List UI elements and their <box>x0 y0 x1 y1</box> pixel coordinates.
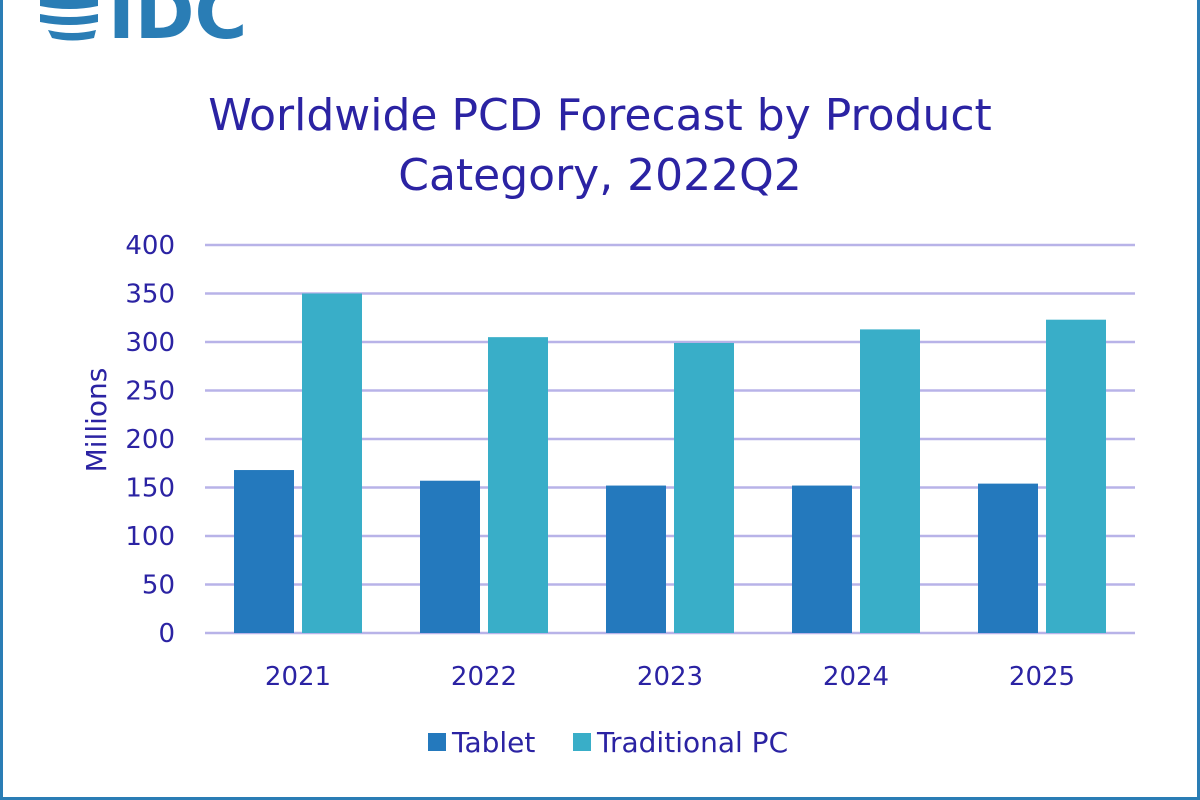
y-tick-label: 100 <box>125 522 175 552</box>
legend: Tablet Traditional PC <box>428 726 788 759</box>
chart-title-line-1: Worldwide PCD Forecast by Product <box>208 90 992 141</box>
legend-swatch-tablet <box>428 733 446 751</box>
x-tick-label: 2025 <box>1009 662 1075 692</box>
x-tick-label: 2024 <box>823 662 889 692</box>
legend-swatch-traditional-pc <box>573 733 591 751</box>
bar-tablet-2025 <box>978 483 1038 633</box>
y-tick-label: 0 <box>158 619 175 649</box>
chart-title: Worldwide PCD Forecast by Product Catego… <box>208 90 992 201</box>
y-axis-ticks: 0 50 100 150 200 250 300 350 400 <box>125 231 175 649</box>
bar-traditional-pc-2021 <box>302 293 362 633</box>
bar-tablet-2024 <box>792 485 852 633</box>
logo-stripes-icon <box>40 0 98 41</box>
y-tick-label: 200 <box>125 425 175 455</box>
bar-traditional-pc-2023 <box>674 342 734 633</box>
y-tick-label: 150 <box>125 474 175 504</box>
y-tick-label: 50 <box>142 571 175 601</box>
bar-tablet-2023 <box>606 485 666 633</box>
legend-label-traditional-pc: Traditional PC <box>596 726 788 759</box>
x-tick-label: 2022 <box>451 662 517 692</box>
legend-label-tablet: Tablet <box>451 726 535 759</box>
bar-traditional-pc-2025 <box>1046 319 1106 633</box>
logo-text: IDC <box>108 0 247 55</box>
bar-tablet-2022 <box>420 480 480 633</box>
x-axis-ticks: 2021 2022 2023 2024 2025 <box>265 662 1075 692</box>
bars <box>234 293 1106 633</box>
bar-tablet-2021 <box>234 470 294 633</box>
y-tick-label: 300 <box>125 328 175 358</box>
bar-traditional-pc-2024 <box>860 329 920 633</box>
bar-traditional-pc-2022 <box>488 337 548 633</box>
idc-logo: IDC <box>40 0 247 55</box>
y-axis-label: Millions <box>80 368 113 473</box>
x-tick-label: 2021 <box>265 662 331 692</box>
x-tick-label: 2023 <box>637 662 703 692</box>
y-tick-label: 350 <box>125 280 175 310</box>
y-tick-label: 400 <box>125 231 175 261</box>
y-tick-label: 250 <box>125 377 175 407</box>
chart-title-line-2: Category, 2022Q2 <box>398 150 802 201</box>
